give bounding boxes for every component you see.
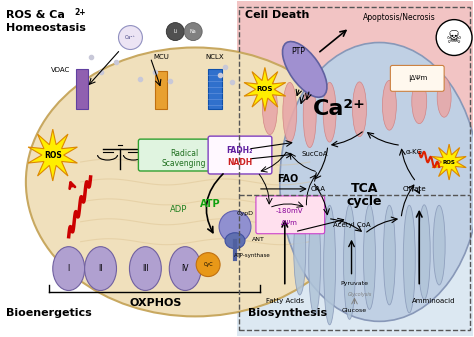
- Text: ATP-synthase: ATP-synthase: [234, 253, 270, 257]
- Text: ☠: ☠: [446, 29, 462, 47]
- Text: MCU: MCU: [154, 55, 169, 60]
- Text: |ΔΨm: |ΔΨm: [408, 75, 427, 82]
- Circle shape: [184, 23, 202, 40]
- Text: I: I: [68, 264, 70, 273]
- Text: Radical: Radical: [170, 149, 198, 158]
- Polygon shape: [28, 129, 77, 181]
- Text: ATP: ATP: [200, 199, 220, 209]
- Text: 2+: 2+: [75, 8, 86, 17]
- Polygon shape: [244, 67, 286, 111]
- Text: -180mV: -180mV: [276, 208, 303, 214]
- Text: NCLX: NCLX: [206, 55, 224, 60]
- Bar: [239, 7, 470, 330]
- Text: Acetyl CoA: Acetyl CoA: [333, 222, 370, 228]
- Ellipse shape: [412, 79, 427, 124]
- Text: Bioenergetics: Bioenergetics: [6, 308, 91, 318]
- Ellipse shape: [433, 205, 445, 285]
- Text: OAA: OAA: [310, 186, 325, 192]
- Text: α-KG: α-KG: [406, 149, 423, 155]
- Text: Li: Li: [173, 29, 177, 34]
- Text: Cell Death: Cell Death: [245, 10, 310, 20]
- Text: OXPHOS: OXPHOS: [129, 299, 182, 308]
- Text: SucCoA: SucCoA: [301, 151, 328, 157]
- Ellipse shape: [344, 205, 356, 319]
- Text: Biosynthesis: Biosynthesis: [248, 308, 327, 318]
- Text: Pyruvate: Pyruvate: [340, 280, 368, 285]
- FancyBboxPatch shape: [138, 139, 230, 171]
- Bar: [237, 1, 473, 195]
- Ellipse shape: [309, 205, 320, 315]
- Ellipse shape: [263, 80, 277, 135]
- Polygon shape: [432, 144, 466, 180]
- Ellipse shape: [324, 205, 336, 325]
- Text: PTP: PTP: [291, 47, 305, 56]
- Ellipse shape: [383, 205, 395, 305]
- Text: Na: Na: [190, 29, 197, 34]
- Ellipse shape: [403, 205, 415, 313]
- Ellipse shape: [280, 42, 474, 321]
- Ellipse shape: [85, 247, 117, 290]
- Circle shape: [118, 26, 142, 50]
- Text: Apoptosis/Necrosis: Apoptosis/Necrosis: [363, 13, 436, 22]
- Text: TCA: TCA: [351, 182, 378, 195]
- Ellipse shape: [418, 205, 430, 299]
- Ellipse shape: [26, 48, 365, 316]
- Text: Homeostasis: Homeostasis: [6, 23, 86, 33]
- Text: FADH₂: FADH₂: [227, 146, 253, 155]
- Ellipse shape: [129, 247, 161, 290]
- Ellipse shape: [303, 83, 316, 148]
- Text: III: III: [142, 264, 149, 273]
- Text: Ca²⁺: Ca²⁺: [125, 35, 136, 40]
- Text: cycle: cycle: [346, 195, 382, 208]
- Ellipse shape: [283, 41, 327, 97]
- Text: VDAC: VDAC: [51, 67, 70, 73]
- Text: Scavenging: Scavenging: [162, 158, 207, 167]
- FancyBboxPatch shape: [391, 65, 444, 91]
- Ellipse shape: [383, 80, 396, 130]
- Text: Ca²⁺: Ca²⁺: [313, 99, 366, 119]
- Text: ADP: ADP: [170, 205, 187, 214]
- Text: NADH: NADH: [228, 157, 253, 166]
- Ellipse shape: [364, 205, 375, 309]
- Text: ROS: ROS: [44, 151, 62, 159]
- Text: Citrate: Citrate: [402, 186, 426, 192]
- Bar: [1, 1, 237, 336]
- Ellipse shape: [323, 82, 336, 142]
- Circle shape: [436, 20, 472, 56]
- FancyBboxPatch shape: [256, 196, 325, 234]
- Text: FAO: FAO: [277, 174, 299, 184]
- Text: Fatty Acids: Fatty Acids: [266, 299, 304, 304]
- Text: Glycolysis: Glycolysis: [347, 293, 372, 298]
- Text: Glucose: Glucose: [342, 308, 367, 313]
- Ellipse shape: [437, 78, 451, 117]
- Bar: [76, 69, 88, 109]
- FancyBboxPatch shape: [208, 136, 272, 174]
- Ellipse shape: [353, 82, 366, 136]
- Bar: [237, 195, 473, 336]
- Text: ROS: ROS: [257, 86, 273, 92]
- Text: ΔΨm: ΔΨm: [282, 220, 298, 226]
- Text: CypD: CypD: [237, 211, 254, 216]
- Text: ANT: ANT: [252, 237, 264, 242]
- Ellipse shape: [283, 82, 297, 142]
- Circle shape: [219, 211, 251, 243]
- Text: Amminoacid: Amminoacid: [412, 299, 456, 304]
- Bar: [155, 71, 167, 109]
- Circle shape: [166, 23, 184, 40]
- Text: CyC: CyC: [203, 262, 213, 267]
- Ellipse shape: [53, 247, 85, 290]
- Circle shape: [196, 253, 220, 277]
- Text: ROS: ROS: [443, 159, 456, 164]
- Text: II: II: [98, 264, 103, 273]
- Bar: [208, 69, 222, 109]
- Ellipse shape: [225, 233, 245, 249]
- Ellipse shape: [294, 205, 306, 295]
- Ellipse shape: [169, 247, 201, 290]
- Text: ROS & Ca: ROS & Ca: [6, 10, 65, 20]
- Text: IV: IV: [182, 264, 189, 273]
